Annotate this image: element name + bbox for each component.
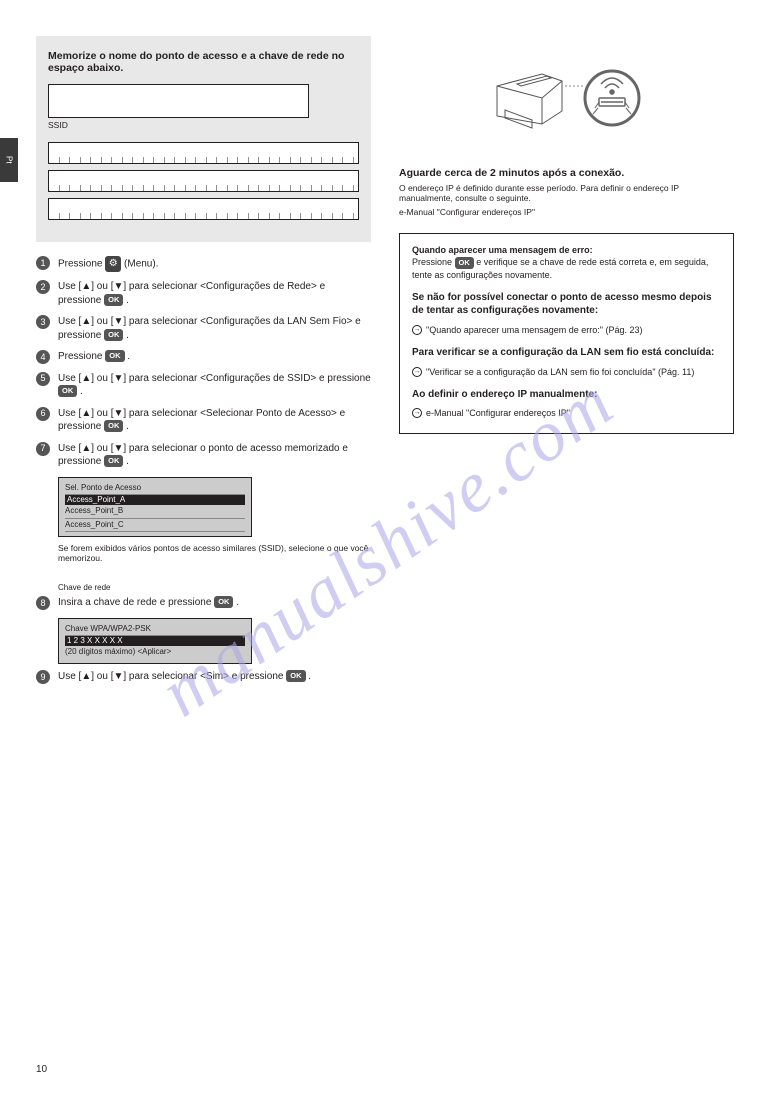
page-content: Memorize o nome do ponto de acesso e a c…	[0, 0, 774, 721]
steps-continued: Insira a chave de rede e pressione OK .	[36, 596, 371, 610]
ok-icon: OK	[286, 670, 305, 682]
lcd1-row3: Access_Point_C	[65, 519, 245, 532]
memo-panel-title: Memorize o nome do ponto de acesso e a c…	[48, 50, 359, 74]
wait-heading: Aguarde cerca de 2 minutos após a conexã…	[399, 167, 734, 179]
lcd2-title: Chave WPA/WPA2-PSK	[65, 623, 245, 636]
page-number: 10	[36, 1064, 47, 1075]
menu-icon	[105, 256, 121, 272]
ref-subtitle-3: Ao definir o endereço IP manualmente:	[412, 388, 721, 402]
arrow-icon	[412, 325, 422, 335]
ok-icon: OK	[104, 420, 123, 432]
lcd-display-2: Chave WPA/WPA2-PSK 1 2 3 X X X X X (20 d…	[58, 618, 252, 664]
arrow-icon	[412, 408, 422, 418]
lcd1-row2: Access_Point_B	[65, 505, 245, 518]
steps-continued-2: Use [▲] ou [▼] para selecionar <Sim> e p…	[36, 670, 371, 684]
reference-box: Quando aparecer uma mensagem de erro: Pr…	[399, 233, 734, 434]
ssid-record-box	[48, 84, 309, 118]
step-5: Use [▲] ou [▼] para selecionar <Configur…	[36, 372, 371, 399]
ssid-label: SSID	[48, 120, 359, 130]
lcd1-title: Sel. Ponto de Acesso	[65, 482, 245, 495]
ref-item-2: "Verificar se a configuração da LAN sem …	[412, 366, 721, 378]
network-key-label: Chave de rede	[58, 583, 371, 592]
step-8: Insira a chave de rede e pressione OK .	[36, 596, 371, 610]
key-entry-box-2	[48, 170, 359, 192]
step-6: Use [▲] ou [▼] para selecionar <Selecion…	[36, 407, 371, 434]
printer-illustration	[399, 56, 734, 149]
step-1: Pressione (Menu).	[36, 256, 371, 272]
arrow-icon	[412, 367, 422, 377]
left-column: Memorize o nome do ponto de acesso e a c…	[36, 36, 371, 691]
ok-icon: OK	[455, 257, 474, 269]
ok-icon: OK	[58, 385, 77, 397]
step-9: Use [▲] ou [▼] para selecionar <Sim> e p…	[36, 670, 371, 684]
step-2: Use [▲] ou [▼] para selecionar <Configur…	[36, 280, 371, 307]
instruction-steps: Pressione (Menu). Use [▲] ou [▼] para se…	[36, 256, 371, 469]
step-3: Use [▲] ou [▼] para selecionar <Configur…	[36, 315, 371, 342]
right-column: Aguarde cerca de 2 minutos após a conexã…	[399, 36, 734, 691]
ok-icon: OK	[104, 329, 123, 341]
wait-body: O endereço IP é definido durante esse pe…	[399, 183, 734, 203]
step-7: Use [▲] ou [▼] para selecionar o ponto d…	[36, 442, 371, 469]
key-entry-box-1	[48, 142, 359, 164]
step-4: Pressione OK .	[36, 350, 371, 364]
lcd2-foot: (20 dígitos máximo) <Aplicar>	[65, 646, 245, 658]
ref-item-1: "Quando aparecer uma mensagem de erro:" …	[412, 324, 721, 336]
key-entry-box-3	[48, 198, 359, 220]
display1-note: Se forem exibidos vários pontos de acess…	[58, 543, 371, 563]
lcd2-input: 1 2 3 X X X X X	[65, 636, 245, 646]
ok-icon: OK	[214, 596, 233, 608]
ok-icon: OK	[104, 294, 123, 306]
lcd1-selected: Access_Point_A	[65, 495, 245, 505]
ok-icon: OK	[105, 350, 124, 362]
ref-item-3: e-Manual "Configurar endereços IP"	[412, 407, 721, 419]
ref-subtitle-1: Se não for possível conectar o ponto de …	[412, 291, 721, 318]
wait-ref: e-Manual "Configurar endereços IP"	[399, 207, 734, 217]
memo-panel: Memorize o nome do ponto de acesso e a c…	[36, 36, 371, 242]
ref-subtitle-2: Para verificar se a configuração da LAN …	[412, 346, 721, 360]
lcd-display-1: Sel. Ponto de Acesso Access_Point_A Acce…	[58, 477, 252, 538]
error-msg-line: Quando aparecer uma mensagem de erro: Pr…	[412, 244, 721, 281]
ok-icon: OK	[104, 455, 123, 467]
